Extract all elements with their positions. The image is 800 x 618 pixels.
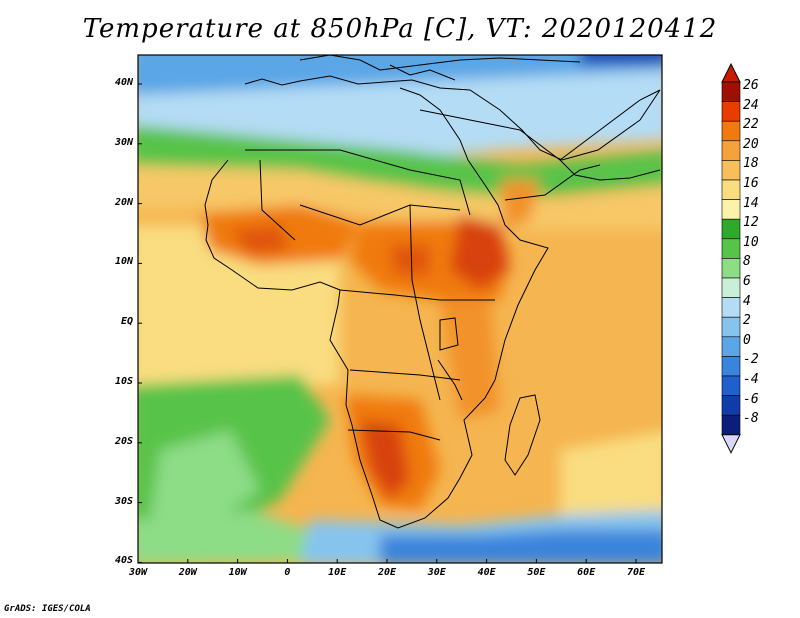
longitude-label: 70E (626, 567, 646, 578)
colorbar-segment (721, 356, 741, 377)
latitude-label: 10S (114, 376, 133, 387)
colorbar-label: 24 (743, 97, 759, 113)
longitude-label: 20W (178, 567, 197, 578)
colorbar-segment (721, 277, 741, 298)
latitude-label: 20S (114, 435, 133, 447)
colorbar-label: 18 (743, 156, 759, 172)
latitude-label: 30S (114, 495, 133, 507)
colorbar-label: 4 (743, 293, 751, 309)
latitude-label: EQ (120, 316, 133, 328)
grads-credit: GrADS: IGES/COLA (4, 604, 91, 614)
colorbar-label: 0 (743, 332, 751, 348)
colorbar-segment (721, 179, 741, 200)
colorbar-label: 2 (743, 313, 751, 329)
longitude-label: 50E (527, 567, 546, 578)
colorbar-segment (721, 336, 741, 357)
colorbar-segment (721, 375, 741, 396)
longitude-label: 30W (128, 567, 148, 578)
map-title: Temperature at 850hPa [C], VT: 202012041… (82, 14, 718, 44)
colorbar-segment (721, 297, 741, 318)
colorbar-label: 12 (743, 215, 759, 231)
map-ticks (137, 83, 637, 563)
latitude-label: 30N (114, 136, 133, 148)
colorbar-segment (721, 81, 741, 102)
colorbar-label: 16 (743, 176, 759, 191)
colorbar-segment (721, 316, 741, 338)
colorbar-label: 10 (743, 234, 759, 250)
colorbar-segment (721, 120, 741, 142)
coastlines (204, 55, 661, 529)
colorbar-label: 8 (743, 254, 751, 270)
colorbar-segment (721, 218, 741, 240)
colorbar-segment (721, 199, 741, 220)
latitude-label: 10N (114, 256, 133, 268)
colorbar-segment (721, 258, 741, 279)
latitude-label: 20N (114, 196, 133, 208)
latitude-label: 40N (114, 77, 133, 88)
colorbar-over-triangle (721, 62, 741, 83)
temperature-field (138, 55, 662, 563)
colorbar-segment (721, 160, 741, 181)
colorbar-label: -2 (743, 352, 759, 368)
colorbar-label: 6 (743, 274, 751, 289)
colorbar-label: 14 (743, 195, 759, 211)
colorbar-segment (721, 395, 741, 416)
colorbar-segment (721, 238, 741, 259)
longitude-label: 30E (427, 567, 446, 578)
colorbar (721, 62, 741, 454)
colorbar-segment (721, 140, 741, 161)
colorbar-label: 20 (743, 136, 759, 152)
longitude-label: 10W (228, 567, 247, 578)
colorbar-under-triangle (721, 434, 741, 454)
colorbar-label: 26 (743, 78, 759, 93)
longitude-label: 20E (377, 567, 397, 578)
colorbar-label: -6 (743, 391, 759, 407)
longitude-label: 40E (477, 567, 496, 578)
colorbar-label: -4 (743, 372, 759, 387)
colorbar-segment (721, 101, 741, 122)
latitude-label: 40S (114, 555, 133, 567)
map-frame (137, 54, 663, 564)
colorbar-segment (721, 414, 741, 436)
longitude-label: 10E (328, 567, 347, 578)
longitude-label: 0 (284, 567, 291, 578)
colorbar-label: -8 (743, 411, 759, 427)
colorbar-label: 22 (743, 117, 759, 133)
longitude-label: 60E (577, 567, 596, 578)
